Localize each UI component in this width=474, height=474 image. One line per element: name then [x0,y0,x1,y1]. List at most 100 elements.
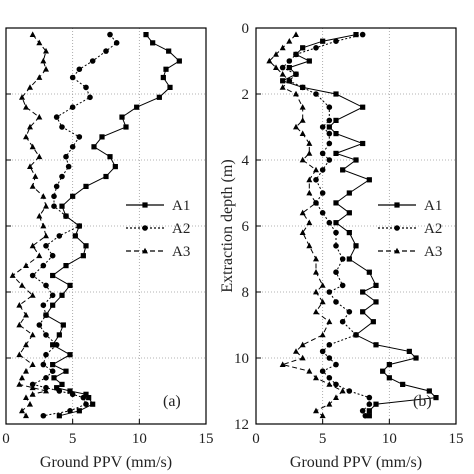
panel-label: (a) [163,393,181,410]
data-point-a3 [40,222,47,229]
data-point-a2 [43,375,49,381]
data-point-a2 [40,302,47,309]
data-point-a2 [29,272,36,279]
y-tick-label: 4 [242,153,250,169]
data-point-a2 [59,173,65,180]
data-point-a2 [346,309,353,315]
data-point-a3 [299,130,306,136]
data-point-a1 [333,131,339,137]
data-point-a2 [40,412,47,419]
data-point-a3 [36,252,43,259]
data-point-a1 [50,302,56,308]
data-point-a2 [326,355,333,361]
data-point-a3 [29,331,36,338]
data-point-a3 [40,57,47,64]
data-point-a3 [19,94,25,100]
data-point-a1 [360,289,366,295]
data-point-a2 [63,213,69,219]
data-point-a2 [333,38,339,44]
data-point-a2 [326,130,333,137]
data-point-a3 [299,117,306,123]
data-point-a2 [103,48,109,54]
legend-marker-a3 [394,247,400,254]
data-point-a1 [59,203,65,209]
data-point-a2 [69,144,76,150]
data-point-a2 [326,140,333,147]
legend-marker-a2 [394,225,400,231]
data-point-a1 [83,243,89,249]
data-point-a1 [373,299,379,305]
x-tick-label: 5 [69,431,77,447]
data-point-a1 [366,269,372,275]
data-point-a3 [299,156,306,163]
data-point-a2 [333,269,339,276]
data-point-a2 [83,84,89,91]
y-tick-label: 12 [234,417,249,433]
data-point-a2 [65,163,72,170]
data-point-a1 [300,45,306,51]
data-point-a3 [16,302,23,308]
data-point-a2 [326,157,333,163]
data-point-a3 [16,321,23,328]
data-point-a1 [386,362,392,368]
data-point-a3 [32,173,39,179]
data-point-a1 [99,134,105,140]
data-point-a3 [36,153,43,160]
data-point-a2 [359,408,366,414]
data-point-a2 [36,322,43,328]
data-point-a1 [107,154,113,160]
data-point-a3 [286,77,293,84]
data-point-a2 [333,381,339,388]
data-point-a2 [69,391,76,398]
data-point-a2 [313,45,319,51]
data-point-a3 [29,292,36,298]
data-point-a2 [286,58,293,64]
data-point-a2 [359,31,366,38]
data-point-a2 [326,219,333,226]
legend-marker-a1 [142,202,148,208]
data-point-a2 [76,134,83,140]
data-point-a2 [67,408,73,414]
data-point-a2 [333,361,339,368]
data-point-a1 [370,319,376,325]
y-tick-label: 8 [242,285,250,301]
data-point-a2 [43,351,49,358]
data-point-a1 [51,375,57,381]
data-point-a1 [353,32,359,38]
data-point-a1 [333,91,339,97]
data-point-a2 [80,394,87,401]
data-point-a2 [319,348,326,355]
data-point-a3 [36,212,43,219]
data-point-a2 [43,312,49,318]
data-point-a3 [313,407,319,414]
data-point-a3 [29,242,36,249]
data-point-a2 [366,394,373,401]
data-point-a1 [366,408,372,414]
data-point-a3 [319,282,326,288]
data-point-a3 [27,163,33,169]
data-point-a2 [83,401,89,408]
panel-label: (b) [413,393,432,410]
series-line-a3 [11,34,47,417]
data-point-a3 [23,104,29,110]
legend-label-a1: A1 [424,198,442,214]
legend-marker-a2 [142,225,148,231]
data-point-a3 [319,331,326,338]
data-point-a1 [119,114,125,120]
data-point-a1 [54,385,60,391]
data-point-a1 [406,348,412,354]
data-point-a2 [353,332,359,338]
legend-label-a2: A2 [424,221,442,237]
data-point-a1 [166,48,172,54]
data-point-a1 [373,401,379,407]
data-point-a3 [273,64,279,70]
data-point-a3 [326,381,333,387]
data-point-a3 [43,232,49,239]
data-point-a1 [353,243,359,249]
data-point-a2 [51,203,57,209]
data-point-a3 [299,354,306,361]
data-point-a3 [279,71,286,77]
data-point-a1 [50,342,56,348]
data-point-a1 [50,362,56,368]
data-point-a3 [306,219,313,226]
